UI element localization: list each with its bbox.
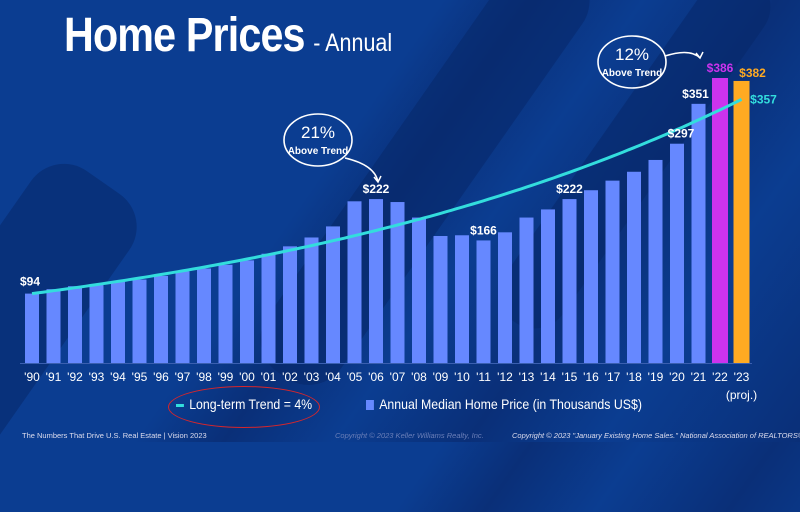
- x-tick-label: '09: [433, 370, 449, 384]
- x-tick-label: '18: [626, 370, 642, 384]
- data-label: $382: [739, 66, 766, 80]
- bar-'04: [326, 226, 340, 363]
- bar-'90: [25, 293, 39, 363]
- x-tick-label: '94: [110, 370, 126, 384]
- bar-'05: [347, 201, 362, 363]
- x-tick-label: '03: [304, 370, 320, 384]
- bar-'23: [733, 80, 750, 363]
- bar-'15: [562, 199, 577, 363]
- bar-'08: [412, 217, 426, 363]
- x-tick-label: '16: [583, 370, 599, 384]
- x-tick-label: '08: [411, 370, 427, 384]
- trend-line: [31, 98, 743, 296]
- bar-swatch-icon: [366, 400, 374, 411]
- data-label: $94: [20, 275, 40, 289]
- x-tick-label: '06: [368, 370, 384, 384]
- bar-'19: [648, 159, 663, 363]
- bar-'93: [89, 283, 104, 363]
- bar-'01: [261, 253, 276, 363]
- page-title: Home Prices - Annual: [64, 8, 392, 63]
- x-tick-label: '90: [24, 370, 40, 384]
- bar-chart: '90 '91 '92 '93 '94 '95 '96 '97 '98 '99 '00 '01 '02 '…: [20, 35, 778, 402]
- data-label: $351: [682, 87, 709, 101]
- annotation-text: Above Trend: [602, 68, 663, 79]
- x-tick-label: '05: [347, 370, 363, 384]
- x-tick-label: '11: [476, 370, 491, 384]
- x-tick-label: '99: [218, 370, 234, 384]
- x-tick-label: '92: [67, 370, 83, 384]
- data-label: $297: [668, 127, 695, 141]
- x-tick-label: '98: [196, 370, 212, 384]
- data-label: $386: [707, 61, 734, 75]
- annotation-circle: [283, 113, 353, 167]
- bar-'92: [68, 286, 82, 363]
- x-tick-label: '97: [175, 370, 191, 384]
- bar-'09: [433, 236, 448, 363]
- title-main: Home Prices: [64, 9, 305, 62]
- legend-bars: Annual Median Home Price (in Thousands U…: [366, 396, 642, 412]
- bar-'96: [154, 275, 168, 363]
- x-tick-label: '17: [605, 370, 621, 384]
- x-tick-label: '13: [519, 370, 535, 384]
- annotation-pct: 12%: [615, 45, 649, 64]
- x-tick-label: '02: [282, 370, 298, 384]
- bar-'16: [584, 190, 598, 363]
- bar-'12: [498, 232, 512, 363]
- x-tick-label: '10: [454, 370, 470, 384]
- x-tick-label: '14: [540, 370, 556, 384]
- x-tick-label: '22: [712, 370, 728, 384]
- bar-'21: [691, 103, 706, 363]
- footer-right: Copyright © 2023 "January Existing Home …: [512, 431, 800, 440]
- x-tick-label: '21: [691, 370, 707, 384]
- bar-'00: [240, 260, 254, 363]
- bar-'03: [304, 237, 319, 363]
- bar-'10: [455, 235, 469, 363]
- legend-bars-label: Annual Median Home Price (in Thousands U…: [379, 396, 642, 412]
- data-label: $166: [470, 223, 497, 237]
- footer-center: Copyright © 2023 Keller Williams Realty,…: [335, 431, 484, 440]
- x-tick-label: '00: [239, 370, 255, 384]
- bar-'95: [132, 279, 147, 363]
- bar-'20: [670, 143, 684, 363]
- bar-'98: [197, 268, 211, 363]
- bar-'11: [476, 240, 491, 363]
- x-tick-label: '91: [46, 370, 62, 384]
- bar-'06: [369, 199, 383, 363]
- x-tick-label: '04: [325, 370, 341, 384]
- bar-'14: [541, 209, 555, 363]
- x-tick-label: '23: [734, 370, 750, 384]
- bar-'13: [519, 217, 534, 363]
- arrow-icon: [344, 157, 382, 184]
- bar-'22: [712, 78, 728, 363]
- data-label: $222: [363, 182, 390, 196]
- title-sub: - Annual: [313, 29, 393, 57]
- bar-'17: [605, 180, 620, 363]
- annotation-text: Above Trend: [288, 146, 349, 157]
- bar-'94: [111, 281, 125, 363]
- bar-'02: [283, 246, 297, 363]
- footer-left: The Numbers That Drive U.S. Real Estate …: [22, 431, 207, 440]
- data-label: $222: [556, 182, 583, 196]
- x-tick-note: (proj.): [726, 388, 757, 402]
- legend-ellipse: [168, 386, 320, 428]
- x-tick-label: '95: [132, 370, 148, 384]
- annotation-pct: 21%: [301, 123, 335, 142]
- trend-end-label: $357: [750, 92, 777, 106]
- x-tick-label: '15: [562, 370, 578, 384]
- x-tick-label: '01: [261, 370, 277, 384]
- x-tick-label: '96: [153, 370, 169, 384]
- x-tick-label: '12: [497, 370, 513, 384]
- bar-'91: [46, 289, 61, 363]
- x-tick-label: '07: [390, 370, 406, 384]
- bar-'99: [218, 264, 233, 363]
- annotation-circle: [597, 35, 667, 89]
- x-tick-label: '20: [669, 370, 685, 384]
- bar-'97: [175, 271, 190, 363]
- x-tick-label: '19: [648, 370, 664, 384]
- arrow-icon: [664, 51, 704, 60]
- x-tick-label: '93: [89, 370, 105, 384]
- bar-'07: [390, 202, 405, 363]
- bar-'18: [627, 171, 641, 363]
